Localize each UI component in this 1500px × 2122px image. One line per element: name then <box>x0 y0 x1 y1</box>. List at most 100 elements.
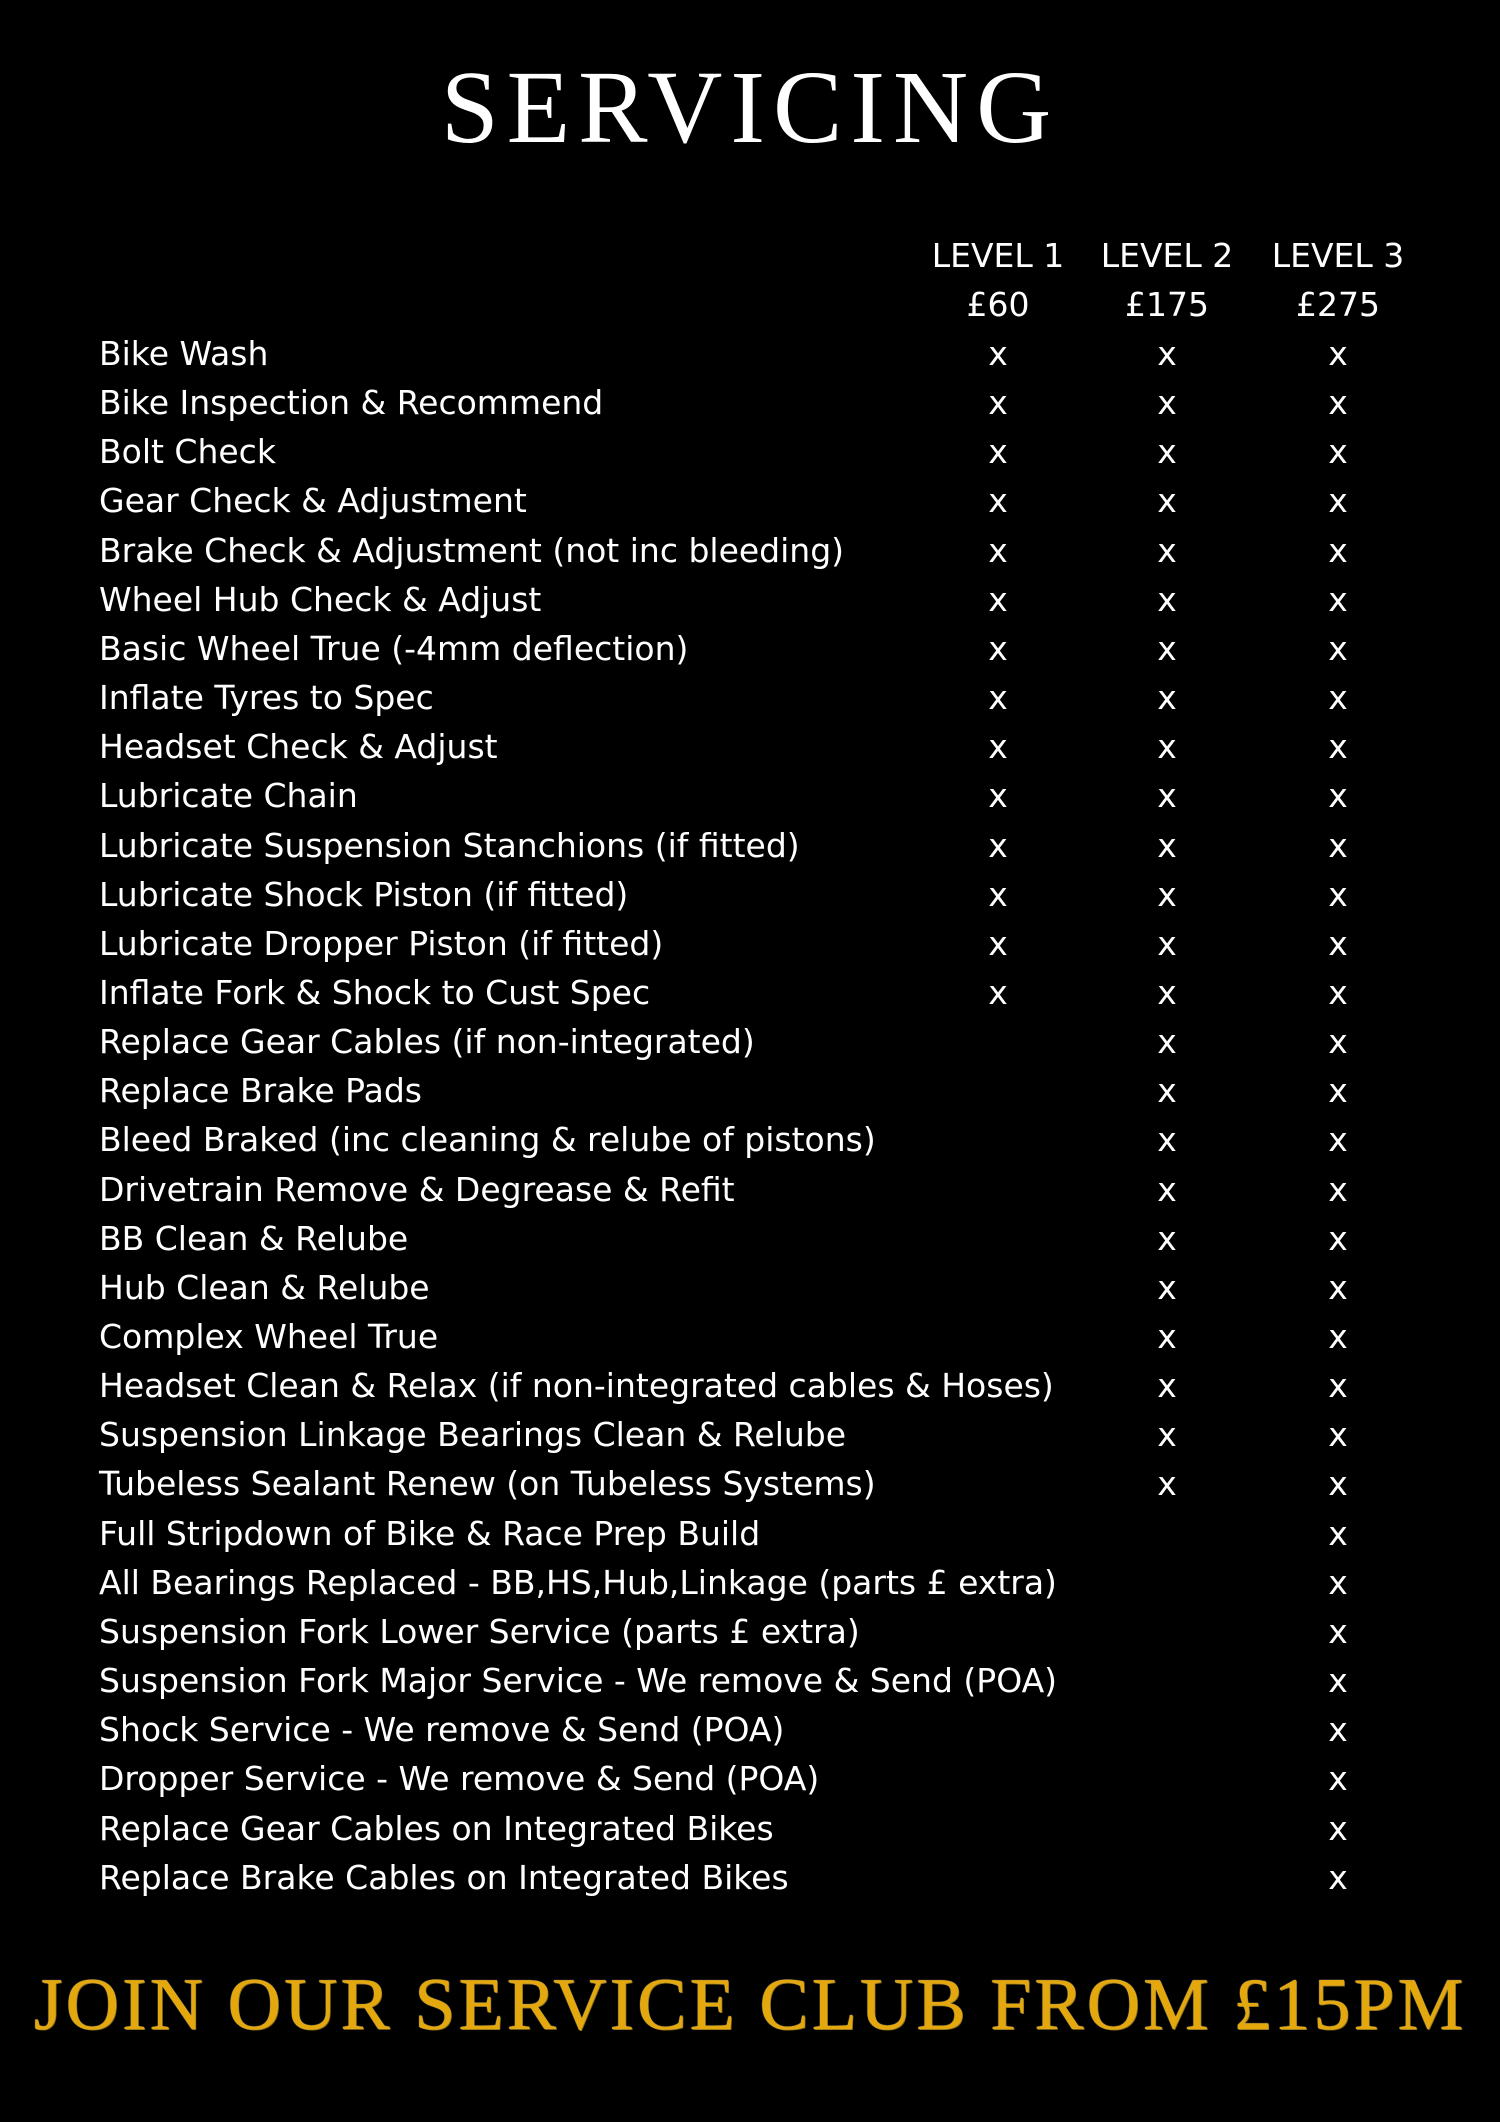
level-3-included-mark: x <box>1328 334 1348 373</box>
level-1-included-mark: x <box>988 530 1008 570</box>
level-3-included-mark: x <box>1328 1267 1348 1307</box>
table-row: Suspension Linkage Bearings Clean & Relu… <box>0 1410 1500 1459</box>
level-3-included-mark: x <box>1328 1218 1348 1258</box>
level-3-included-mark: x <box>1328 1562 1348 1602</box>
service-item-label: Hub Clean & Relube <box>99 1267 430 1307</box>
level-2-included-mark: x <box>1157 678 1177 718</box>
service-item-label: Replace Gear Cables (if non-integrated) <box>99 1022 755 1062</box>
level-2-included-mark: x <box>1157 1120 1177 1160</box>
table-row: Full Stripdown of Bike & Race Prep Build… <box>0 1509 1500 1558</box>
level-2-included-mark: x <box>1157 1218 1177 1258</box>
table-row: Bleed Braked (inc cleaning & relube of p… <box>0 1115 1500 1164</box>
level-3-included-mark: x <box>1328 1611 1348 1651</box>
level-3-included-mark: x <box>1328 825 1348 865</box>
table-row: Lubricate Shock Piston (if fitted) x x x <box>0 870 1500 919</box>
level-3-included-mark: x <box>1328 1169 1348 1209</box>
service-item-label: Suspension Linkage Bearings Clean & Relu… <box>99 1415 847 1455</box>
service-item-label: Basic Wheel True (-4mm deflection) <box>99 628 689 668</box>
table-row: Shock Service - We remove & Send (POA) x <box>0 1705 1500 1754</box>
level-2-included-mark: x <box>1157 579 1177 619</box>
table-row: Lubricate Dropper Piston (if fitted) x x x <box>0 919 1500 968</box>
service-item-label: Suspension Fork Lower Service (parts £ e… <box>99 1611 860 1651</box>
service-item-label: Headset Clean & Relax (if non-integrated… <box>99 1366 1054 1406</box>
level-2-included-mark: x <box>1157 1071 1177 1111</box>
level-2-included-mark: x <box>1157 1267 1177 1307</box>
level-1-included-mark: x <box>988 874 1008 914</box>
service-club-banner: JOIN OUR SERVICE CLUB FROM £15PM <box>33 1964 1467 2046</box>
service-item-label: Inflate Tyres to Spec <box>99 678 434 718</box>
level-3-included-mark: x <box>1328 874 1348 914</box>
level-2-included-mark: x <box>1157 1464 1177 1504</box>
table-row: Basic Wheel True (-4mm deflection) x x x <box>0 624 1500 673</box>
table-row: Bike Inspection & Recommend x x x <box>0 378 1500 427</box>
level-2-included-mark: x <box>1157 481 1177 521</box>
level-3-included-mark: x <box>1328 1317 1348 1356</box>
level-2-included-mark: x <box>1157 383 1177 423</box>
service-item-label: Tubeless Sealant Renew (on Tubeless Syst… <box>99 1464 876 1504</box>
table-row: Hub Clean & Relube x x <box>0 1263 1500 1312</box>
table-row: Complex Wheel True x x <box>0 1312 1500 1361</box>
level-2-included-mark: x <box>1157 628 1177 668</box>
table-row: Suspension Fork Major Service - We remov… <box>0 1656 1500 1705</box>
level-3-included-mark: x <box>1328 1857 1348 1897</box>
table-row: Tubeless Sealant Renew (on Tubeless Syst… <box>0 1459 1500 1508</box>
service-item-label: Complex Wheel True <box>99 1317 439 1356</box>
level-2-included-mark: x <box>1157 825 1177 865</box>
level-3-included-mark: x <box>1328 432 1348 472</box>
table-row: Replace Brake Pads x x <box>0 1066 1500 1115</box>
service-item-label: Lubricate Shock Piston (if fitted) <box>99 874 629 914</box>
service-item-label: Dropper Service - We remove & Send (POA) <box>99 1759 820 1799</box>
level-3-included-mark: x <box>1328 1022 1348 1062</box>
service-item-label: Replace Gear Cables on Integrated Bikes <box>99 1808 774 1848</box>
level-1-included-mark: x <box>988 825 1008 865</box>
level-1-included-mark: x <box>988 678 1008 718</box>
table-row: Replace Gear Cables on Integrated Bikes x <box>0 1804 1500 1853</box>
level-3-included-mark: x <box>1328 678 1348 718</box>
level-3-included-mark: x <box>1328 1661 1348 1701</box>
table-row: Lubricate Chain x x x <box>0 771 1500 820</box>
level-1-included-mark: x <box>988 776 1008 816</box>
page-title: SERVICING <box>440 50 1060 165</box>
level-1-included-mark: x <box>988 727 1008 767</box>
level-3-included-mark: x <box>1328 727 1348 767</box>
level-1-included-mark: x <box>988 628 1008 668</box>
level-3-included-mark: x <box>1328 530 1348 570</box>
service-item-label: BB Clean & Relube <box>99 1218 409 1258</box>
table-row: Inflate Fork & Shock to Cust Spec x x x <box>0 968 1500 1017</box>
level-3-included-mark: x <box>1328 1513 1348 1553</box>
level-2-included-mark: x <box>1157 972 1177 1012</box>
level-3-name: LEVEL 3 <box>1271 236 1405 275</box>
level-2-included-mark: x <box>1157 432 1177 472</box>
level-1-included-mark: x <box>988 923 1008 963</box>
service-item-label: Suspension Fork Major Service - We remov… <box>99 1661 1058 1701</box>
service-item-label: Brake Check & Adjustment (not inc bleedi… <box>99 530 845 570</box>
level-3-price: £275 <box>1296 285 1380 324</box>
level-3-included-mark: x <box>1328 383 1348 423</box>
table-row: All Bearings Replaced - BB,HS,Hub,Linkag… <box>0 1558 1500 1607</box>
level-2-name: LEVEL 2 <box>1100 236 1234 275</box>
service-item-label: Bike Inspection & Recommend <box>99 383 604 423</box>
level-2-included-mark: x <box>1157 1415 1177 1455</box>
level-3-included-mark: x <box>1328 628 1348 668</box>
level-3-included-mark: x <box>1328 923 1348 963</box>
level-2-included-mark: x <box>1157 1366 1177 1406</box>
service-item-label: Replace Brake Pads <box>99 1071 422 1111</box>
service-item-label: Lubricate Dropper Piston (if fitted) <box>99 923 664 963</box>
level-3-included-mark: x <box>1328 1759 1348 1799</box>
level-2-price: £175 <box>1125 285 1209 324</box>
level-2-included-mark: x <box>1157 1022 1177 1062</box>
level-3-included-mark: x <box>1328 1464 1348 1504</box>
level-3-included-mark: x <box>1328 972 1348 1012</box>
service-item-label: Gear Check & Adjustment <box>99 481 527 521</box>
table-row: Lubricate Suspension Stanchions (if fitt… <box>0 821 1500 870</box>
level-2-included-mark: x <box>1157 776 1177 816</box>
level-1-price: £60 <box>966 285 1030 324</box>
service-item-label: Inflate Fork & Shock to Cust Spec <box>99 972 651 1012</box>
level-2-included-mark: x <box>1157 923 1177 963</box>
level-2-included-mark: x <box>1157 334 1177 373</box>
service-item-label: Lubricate Suspension Stanchions (if fitt… <box>99 825 800 865</box>
service-item-label: All Bearings Replaced - BB,HS,Hub,Linkag… <box>99 1562 1057 1602</box>
service-item-label: Wheel Hub Check & Adjust <box>99 579 542 619</box>
table-row: Drivetrain Remove & Degrease & Refit x x <box>0 1165 1500 1214</box>
service-item-label: Bleed Braked (inc cleaning & relube of p… <box>99 1120 876 1160</box>
